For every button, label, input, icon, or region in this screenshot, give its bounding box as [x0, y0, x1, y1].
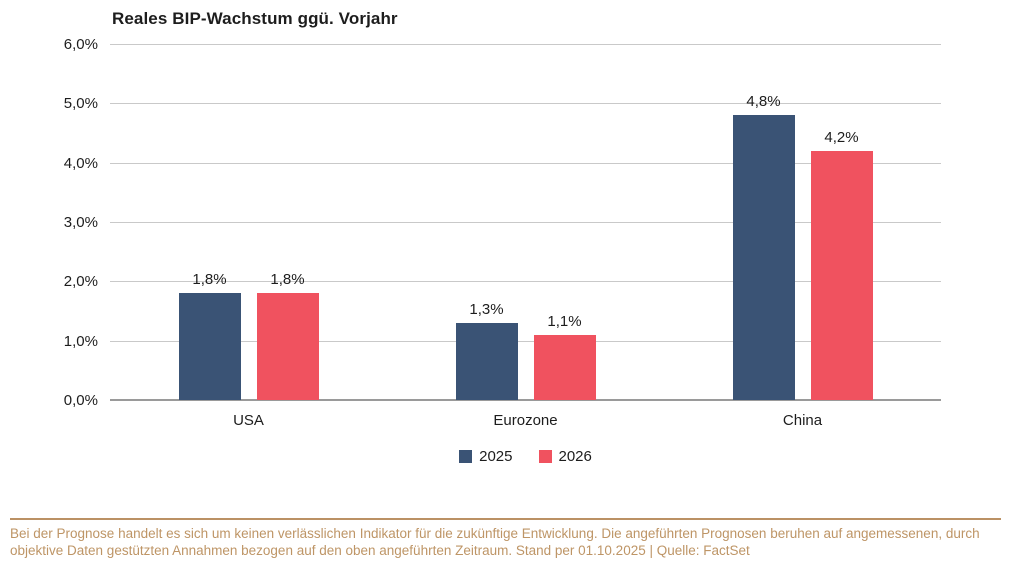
- x-category-label-usa: USA: [233, 412, 264, 429]
- bar-value-label: 1,1%: [547, 312, 582, 330]
- y-tick-label: 1,0%: [63, 332, 98, 350]
- bar-value-label: 1,3%: [469, 300, 504, 318]
- gridline: [110, 340, 941, 342]
- bar-value-label: 1,8%: [192, 271, 227, 289]
- x-category-label-eurozone: Eurozone: [493, 412, 558, 429]
- legend-item-2026: 2026: [538, 448, 592, 465]
- gridline: [110, 44, 941, 45]
- bar-value-label: 4,2%: [824, 128, 859, 146]
- bar-value-label: 4,8%: [746, 93, 781, 111]
- bar-2026-china: [810, 150, 873, 400]
- y-tick-label: 5,0%: [63, 95, 98, 113]
- gridline: [110, 103, 941, 105]
- bar-2026-usa: [256, 293, 319, 400]
- y-tick-label: 0,0%: [63, 392, 98, 409]
- legend-swatch-icon: [459, 450, 473, 463]
- bar-2025-eurozone: [455, 322, 518, 400]
- bar-2026-eurozone: [533, 334, 596, 400]
- y-tick-label: 3,0%: [63, 214, 98, 231]
- gridline: [110, 162, 941, 164]
- bar-2025-china: [732, 115, 795, 400]
- disclaimer-footer: Bei der Prognose handelt es sich um kein…: [10, 526, 1005, 559]
- x-category-label-china: China: [782, 412, 823, 429]
- bar-value-label: 1,8%: [270, 271, 305, 289]
- disclaimer-line-2: objektive Daten gestützten Annahmen bezo…: [10, 542, 750, 558]
- y-tick-label: 6,0%: [63, 36, 98, 53]
- x-axis-line: [110, 399, 941, 401]
- bar-2025-usa: [178, 293, 241, 400]
- footer-divider: [10, 518, 1001, 520]
- legend-item-2025: 2025: [459, 448, 513, 465]
- legend-label: 2026: [558, 448, 592, 465]
- plot-area: 1,8% 1,8% 1,3% 1,1% 4,8% 4,2%: [110, 44, 941, 401]
- legend-label: 2025: [479, 448, 513, 465]
- legend-swatch-icon: [538, 450, 552, 463]
- gridline: [110, 222, 941, 223]
- disclaimer-line-1: Bei der Prognose handelt es sich um kein…: [10, 526, 980, 541]
- chart-title: Reales BIP-Wachstum ggü. Vorjahr: [112, 9, 398, 28]
- gridline: [110, 281, 941, 283]
- chart-legend: 2025 2026: [110, 448, 941, 465]
- y-tick-label: 2,0%: [63, 273, 98, 291]
- y-tick-label: 4,0%: [63, 154, 98, 172]
